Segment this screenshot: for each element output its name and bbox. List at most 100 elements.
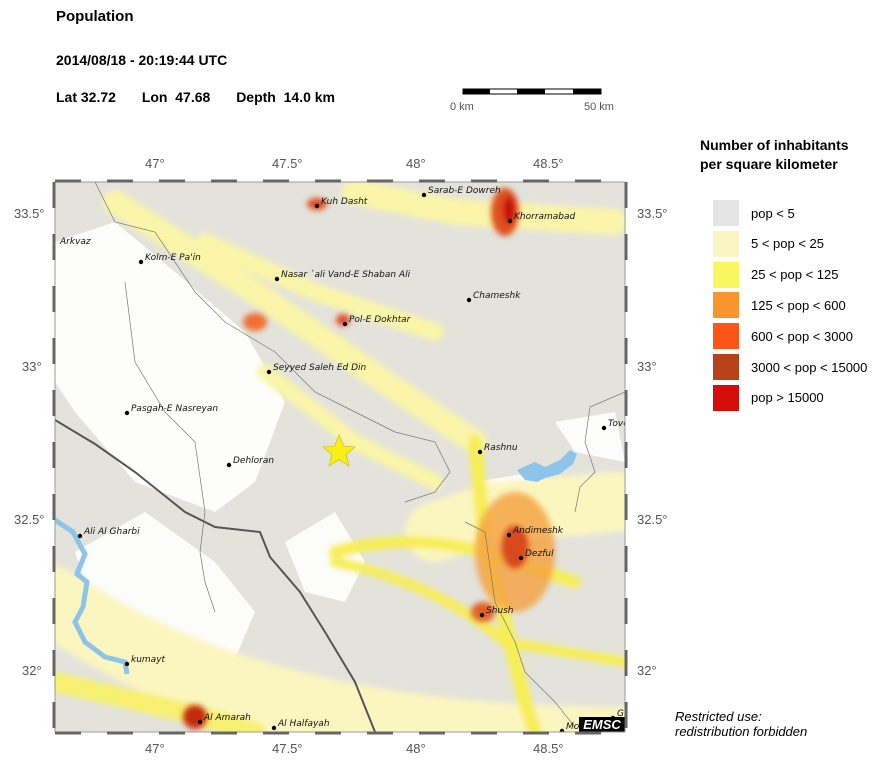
city-dot [314, 203, 320, 209]
city-label: kumayt [131, 655, 166, 665]
city-marker[interactable]: Kolm-E Pa'in [138, 253, 201, 265]
city-label: Pol-E Dokhtar [349, 315, 412, 325]
population-map[interactable]: Kuh Dasht Sarab-E Dowreh Khorramabad Arkvaz… [52, 179, 628, 735]
city-dot [479, 612, 485, 618]
city-dot [507, 218, 513, 224]
legend-label: 3000 < pop < 15000 [751, 359, 868, 375]
city-marker[interactable]: Sarab-E Dowreh [421, 186, 501, 198]
city-dot [342, 321, 348, 327]
lat-tick-label: 33° [22, 359, 42, 374]
city-marker[interactable]: Khorramabad [507, 212, 576, 224]
lon-tick-label: 47° [145, 741, 165, 756]
legend-swatch [713, 292, 739, 319]
lon-tick-label: 47° [145, 156, 165, 171]
city-marker[interactable]: Pol-E Dokhtar [342, 315, 412, 327]
city-label: Tove [608, 419, 628, 429]
tigris-river [55, 517, 130, 675]
city-markers: Kuh Dasht Sarab-E Dowreh Khorramabad Arkvaz… [59, 186, 628, 733]
city-marker[interactable]: Ali Al Gharbi [77, 527, 140, 539]
city-marker[interactable]: Al Halfayah [271, 719, 330, 731]
lat-tick-label: 33.5° [14, 206, 45, 221]
legend-label: pop < 5 [751, 205, 795, 221]
legend-item: 125 < pop < 600 [713, 292, 846, 319]
city-label: Chameshk [473, 291, 521, 301]
legend-title-line2: per square kilometer [700, 156, 838, 172]
city-marker[interactable]: kumayt [124, 655, 166, 667]
city-dot [197, 719, 203, 725]
event-coordinates: Lat 32.72 Lon 47.68 Depth 14.0 km [56, 89, 357, 105]
legend-label: 25 < pop < 125 [751, 267, 839, 283]
legend-swatch [713, 261, 739, 288]
city-dot [271, 725, 277, 731]
scale-bar [462, 88, 602, 95]
legend-item: 5 < pop < 25 [713, 230, 825, 257]
city-dot [124, 661, 130, 667]
reservoir [517, 450, 577, 482]
legend-swatch [713, 323, 739, 350]
longitude: Lon 47.68 [141, 89, 211, 105]
usage-notice-line2: redistribution forbidden [675, 724, 808, 739]
emsc-logo: EMSC [579, 717, 625, 732]
legend-title-line1: Number of inhabitants [700, 137, 849, 153]
city-label: Dehloran [233, 456, 274, 466]
lat-tick-label: 32.5° [637, 512, 668, 527]
city-label: Al Amarah [203, 713, 251, 723]
legend-label: pop > 15000 [751, 390, 824, 406]
city-dot [559, 728, 565, 732]
city-label: Rashnu [484, 443, 518, 453]
city-marker[interactable]: Kuh Dasht [314, 197, 368, 209]
city-marker[interactable]: Dehloran [226, 456, 275, 468]
city-dot [77, 533, 83, 539]
legend-swatch [713, 230, 739, 257]
legend-item: 600 < pop < 3000 [713, 323, 853, 350]
city-marker[interactable]: Mo [559, 722, 580, 733]
lon-tick-label: 47.5° [272, 741, 303, 756]
legend-swatch [713, 200, 739, 226]
legend-label: 600 < pop < 3000 [751, 328, 853, 344]
lon-tick-label: 47.5° [272, 156, 303, 171]
city-marker[interactable]: Tove [601, 419, 628, 431]
city-dot [138, 259, 144, 265]
city-label: Nasar `ali Vand-E Shaban Ali [281, 269, 411, 280]
province-borders [94, 182, 625, 728]
city-marker[interactable]: Dezful [518, 549, 554, 561]
city-marker[interactable]: Rashnu [477, 443, 518, 455]
city-dot [421, 192, 427, 198]
city-label: Kuh Dasht [321, 197, 368, 207]
city-marker[interactable]: Shush [479, 606, 514, 618]
city-marker[interactable]: Pasgah-E Nasreyan [124, 404, 219, 416]
city-dot [601, 425, 607, 431]
city-marker[interactable]: Nasar `ali Vand-E Shaban Ali [274, 269, 411, 282]
lon-tick-label: 48.5° [533, 741, 564, 756]
lon-tick-label: 48° [406, 741, 426, 756]
legend-item: pop > 15000 [713, 384, 824, 411]
city-dot [226, 462, 232, 468]
city-label: Al Halfayah [277, 719, 330, 729]
city-marker[interactable]: Al Amarah [197, 713, 251, 725]
latitude: Lat 32.72 [56, 89, 116, 105]
city-label: Dezful [525, 549, 554, 559]
city-marker[interactable]: Chameshk [466, 291, 521, 303]
city-marker[interactable]: Arkvaz [59, 237, 91, 247]
legend-item: 3000 < pop < 15000 [713, 354, 867, 380]
lat-tick-label: 32° [22, 663, 42, 678]
legend-swatch [713, 384, 739, 411]
city-dot [506, 532, 512, 538]
usage-notice-line1: Restricted use: [675, 709, 762, 724]
city-dot [266, 369, 272, 375]
city-dot [477, 449, 483, 455]
legend-item: pop < 5 [713, 200, 795, 226]
legend-label: 5 < pop < 25 [751, 236, 825, 252]
city-label: Ali Al Gharbi [83, 527, 140, 537]
lon-tick-label: 48° [406, 156, 426, 171]
epicenter-star-icon[interactable] [322, 434, 356, 467]
city-label: Khorramabad [514, 212, 576, 222]
lon-tick-label: 48.5° [533, 156, 564, 171]
city-label: Mo [566, 722, 580, 732]
city-label: G [617, 709, 624, 719]
city-marker[interactable]: Andimeshk [506, 526, 564, 538]
city-marker[interactable]: Seyyed Saleh Ed Din [266, 363, 367, 375]
event-datetime: 2014/08/18 - 20:19:44 UTC [56, 52, 228, 68]
city-label: Pasgah-E Nasreyan [131, 404, 218, 414]
